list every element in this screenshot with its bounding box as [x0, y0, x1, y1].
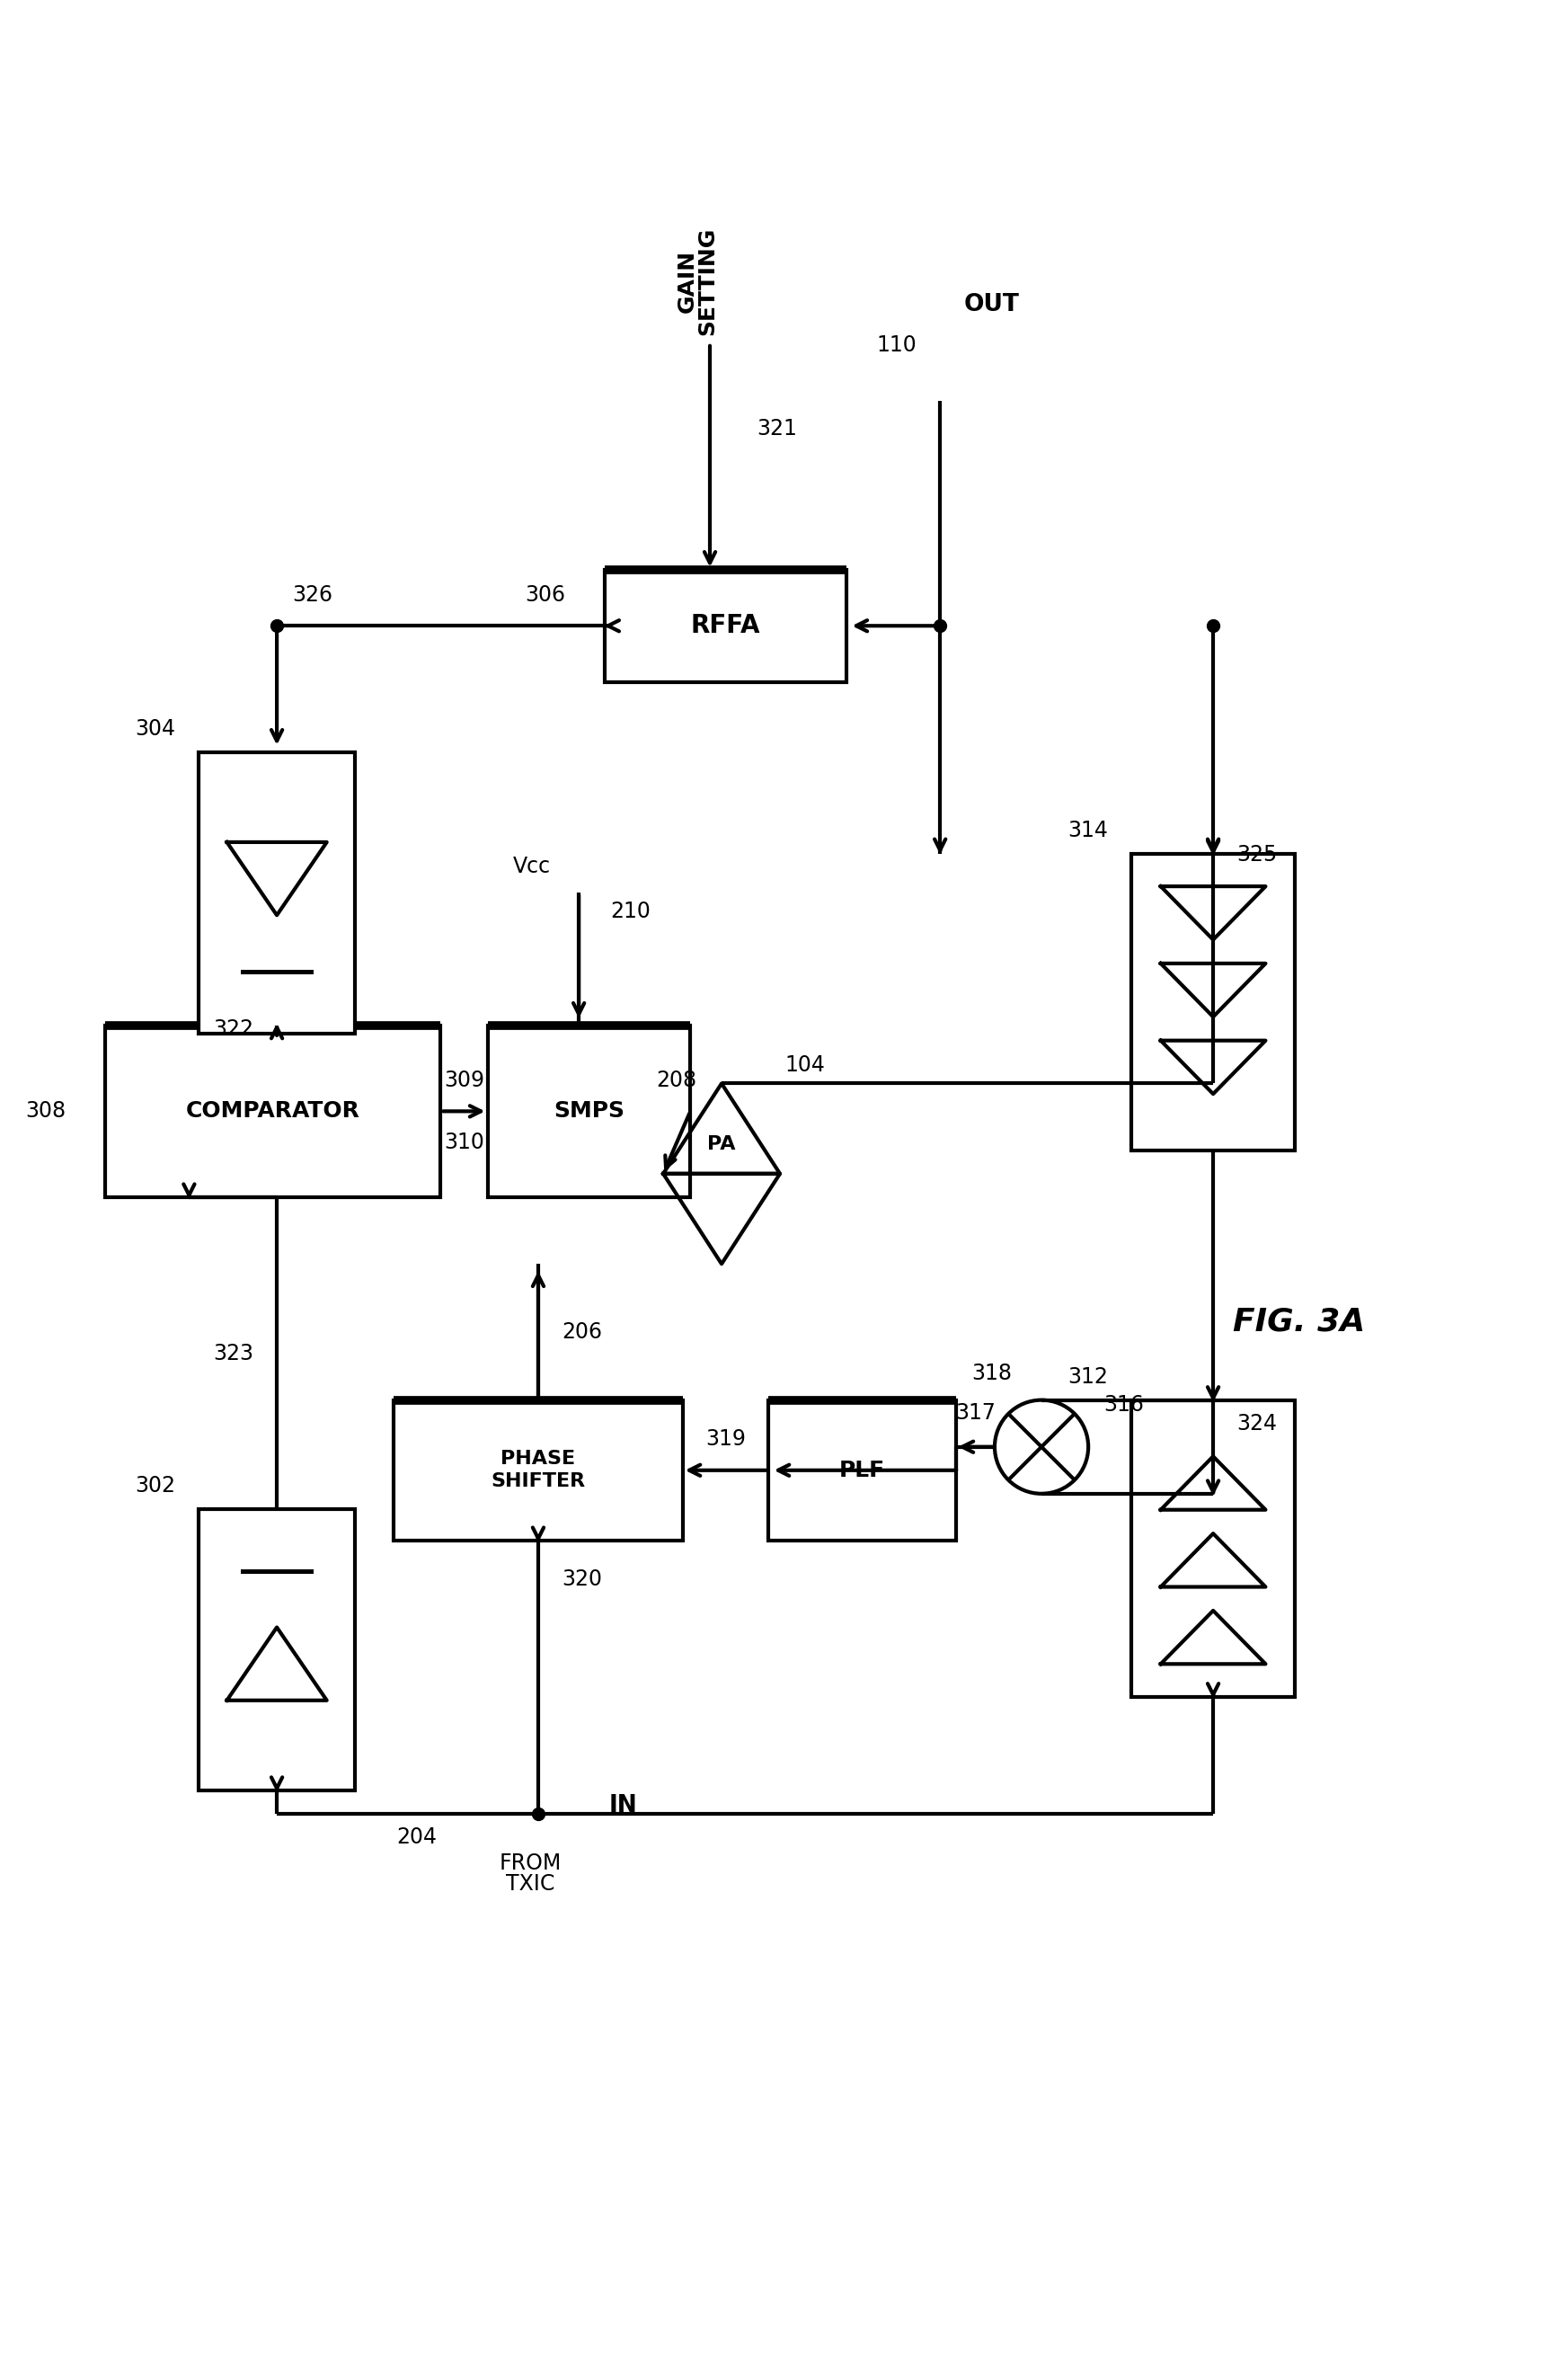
Bar: [768, 1399, 955, 1541]
Text: SMPS: SMPS: [554, 1101, 624, 1122]
Text: COMPARATOR: COMPARATOR: [187, 1101, 361, 1122]
Text: 318: 318: [971, 1363, 1011, 1385]
Text: 310: 310: [444, 1132, 485, 1153]
Text: 316: 316: [1104, 1394, 1145, 1415]
Text: 326: 326: [293, 584, 332, 605]
Text: GAIN
SETTING: GAIN SETTING: [677, 227, 718, 336]
Text: 320: 320: [561, 1569, 602, 1590]
Text: IN: IN: [608, 1794, 637, 1817]
Bar: [199, 1510, 354, 1791]
Text: 314: 314: [1068, 820, 1109, 841]
Text: 306: 306: [525, 584, 566, 605]
Text: 324: 324: [1237, 1413, 1276, 1434]
Bar: [1131, 853, 1295, 1151]
Text: 312: 312: [1068, 1366, 1109, 1387]
Text: 208: 208: [657, 1070, 698, 1092]
Text: 304: 304: [135, 718, 176, 740]
Text: 206: 206: [561, 1321, 602, 1342]
Text: PA: PA: [707, 1134, 735, 1153]
Text: PLF: PLF: [839, 1460, 884, 1482]
Bar: [199, 751, 354, 1033]
Text: 308: 308: [25, 1101, 66, 1122]
Text: 110: 110: [877, 333, 917, 354]
Text: 319: 319: [706, 1427, 746, 1451]
Bar: [605, 569, 847, 683]
Text: 317: 317: [955, 1401, 996, 1423]
Text: 104: 104: [786, 1054, 826, 1075]
Text: 321: 321: [757, 418, 797, 440]
Bar: [105, 1026, 441, 1198]
Text: FROM
TXIC: FROM TXIC: [499, 1853, 561, 1895]
Text: 210: 210: [610, 900, 651, 922]
Text: Vcc: Vcc: [513, 855, 550, 877]
Text: OUT: OUT: [963, 293, 1019, 317]
Text: 302: 302: [135, 1475, 176, 1496]
Text: 325: 325: [1237, 844, 1278, 865]
Bar: [1131, 1399, 1295, 1697]
Bar: [394, 1399, 682, 1541]
Text: FIG. 3A: FIG. 3A: [1232, 1307, 1366, 1337]
Text: 204: 204: [397, 1827, 437, 1848]
Text: 323: 323: [213, 1342, 254, 1363]
Bar: [488, 1026, 690, 1198]
Text: 309: 309: [444, 1070, 485, 1092]
Text: RFFA: RFFA: [690, 614, 760, 638]
Text: PHASE
SHIFTER: PHASE SHIFTER: [491, 1451, 585, 1491]
Text: 322: 322: [213, 1018, 254, 1040]
